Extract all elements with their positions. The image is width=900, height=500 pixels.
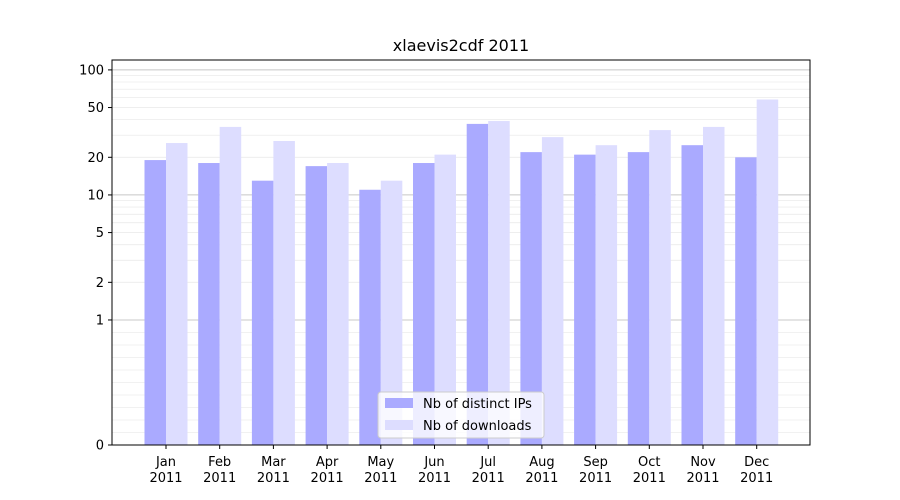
chart-title: xlaevis2cdf 2011 <box>393 36 529 55</box>
bars <box>144 99 779 446</box>
bar-downloads-feb <box>219 126 242 446</box>
y-tick-label: 10 <box>87 188 104 203</box>
bar-distinct-ips-sep <box>574 154 596 446</box>
legend-label-downloads: Nb of downloads <box>423 419 532 434</box>
y-tick-label: 5 <box>96 226 104 241</box>
x-tick-label-month: Dec <box>744 455 769 470</box>
bar-distinct-ips-mar <box>251 180 274 445</box>
x-tick-label-month: Jul <box>479 455 496 470</box>
x-tick-label-year: 2011 <box>418 471 451 486</box>
x-tick-label-month: Sep <box>583 455 608 470</box>
bar-downloads-apr <box>327 163 349 445</box>
bar-distinct-ips-dec <box>735 157 757 445</box>
x-tick-label-year: 2011 <box>686 471 719 486</box>
bar-downloads-oct <box>649 130 671 445</box>
bar-downloads-mar <box>273 140 295 445</box>
x-tick-label-year: 2011 <box>311 471 344 486</box>
bar-downloads-may <box>380 180 403 445</box>
bar-distinct-ips-may <box>359 189 381 445</box>
plot-frame <box>111 59 811 446</box>
y-tick-label: 2 <box>96 276 104 291</box>
y-tick-label: 1 <box>96 313 104 328</box>
bar-distinct-ips-feb <box>198 163 220 445</box>
x-tick-label-year: 2011 <box>364 471 397 486</box>
x-tick-label-year: 2011 <box>740 471 773 486</box>
x-tick-label-month: Nov <box>690 455 716 470</box>
y-tick-label: 50 <box>87 101 104 116</box>
bar-downloads-sep <box>595 145 618 445</box>
y-axis: 0 1 2 5 10 20 50 100 <box>79 63 112 454</box>
x-tick-label-year: 2011 <box>579 471 612 486</box>
x-tick-label-year: 2011 <box>149 471 182 486</box>
x-tick-label-year: 2011 <box>257 471 290 486</box>
x-tick-label-month: Feb <box>208 455 231 470</box>
bar-distinct-ips-oct <box>627 152 650 445</box>
x-tick-label-month: Oct <box>638 455 660 470</box>
legend-label-distinct-ips: Nb of distinct IPs <box>423 397 532 412</box>
legend-swatch-distinct-ips <box>385 398 413 408</box>
bar-downloads-jun <box>434 154 456 446</box>
bar-downloads-dec <box>756 99 779 446</box>
legend-swatch-downloads <box>385 420 413 430</box>
x-tick-label-month: Aug <box>529 455 554 470</box>
bar-distinct-ips-jan <box>144 160 166 445</box>
x-tick-label-month: Apr <box>316 455 339 470</box>
bar-distinct-ips-jun <box>413 163 435 445</box>
x-tick-label-month: Jun <box>423 455 444 470</box>
x-tick-label-year: 2011 <box>472 471 505 486</box>
y-tick-label: 20 <box>87 151 104 166</box>
bar-downloads-aug <box>541 137 564 445</box>
y-tick-label: 100 <box>79 63 104 78</box>
x-tick-label-year: 2011 <box>525 471 558 486</box>
x-tick-label-month: Jan <box>155 455 176 470</box>
bar-distinct-ips-apr <box>305 166 328 445</box>
bar-distinct-ips-jul <box>466 123 489 445</box>
bar-distinct-ips-aug <box>520 152 542 445</box>
bar-downloads-jul <box>488 121 510 446</box>
x-tick-label-month: Mar <box>261 455 286 470</box>
bar-downloads-jan <box>166 143 188 445</box>
x-tick-label-year: 2011 <box>203 471 236 486</box>
bar-downloads-nov <box>703 126 725 446</box>
legend-box <box>377 391 545 439</box>
x-tick-label-year: 2011 <box>633 471 666 486</box>
legend: Nb of distinct IPs Nb of downloads <box>377 391 545 439</box>
x-axis: Jan2011Feb2011Mar2011Apr2011May2011Jun20… <box>149 445 773 486</box>
y-tick-label: 0 <box>96 439 104 454</box>
x-tick-label-month: May <box>367 455 394 470</box>
bar-distinct-ips-nov <box>681 145 703 445</box>
